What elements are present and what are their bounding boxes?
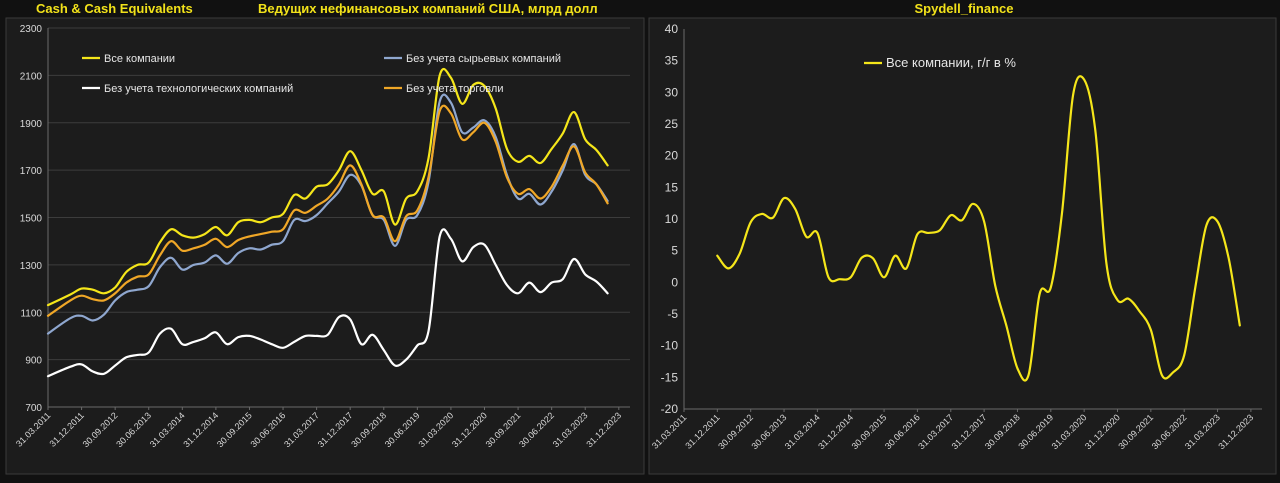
series-line-2 xyxy=(46,93,609,335)
y-tick-label: -15 xyxy=(661,370,679,384)
right-chart-title: Spydell_finance xyxy=(915,1,1014,16)
y-tick-label: 700 xyxy=(25,403,42,414)
series-line-1 xyxy=(46,67,609,307)
y-tick-label: 1500 xyxy=(20,214,43,225)
y-tick-label: -20 xyxy=(661,402,679,416)
left-chart-panel xyxy=(5,17,645,475)
series-line-3 xyxy=(46,228,609,378)
legend-label-2: Без учета сырьевых компаний xyxy=(406,53,561,65)
y-tick-label: 1900 xyxy=(20,119,43,130)
legend-label-3: Без учета технологических компаний xyxy=(104,83,293,95)
y-tick-label: -10 xyxy=(661,339,679,353)
legend-label-4: Без учета торговли xyxy=(406,83,503,95)
y-tick-label: 35 xyxy=(665,54,679,68)
series-line-1 xyxy=(716,75,1241,382)
left-chart-title: Cash & Cash Equivalents xyxy=(36,1,193,16)
y-tick-label: 900 xyxy=(25,356,42,367)
y-tick-label: 10 xyxy=(665,212,679,226)
y-tick-label: 1300 xyxy=(20,261,43,272)
legend-label-1: Все компании xyxy=(104,53,175,65)
y-tick-label: 20 xyxy=(665,149,679,163)
y-tick-label: 25 xyxy=(665,117,679,131)
y-tick-label: 40 xyxy=(665,22,679,36)
y-tick-label: 2100 xyxy=(20,71,43,82)
y-tick-label: 30 xyxy=(665,85,679,99)
y-tick-label: 1100 xyxy=(20,308,42,319)
left-chart-subtitle: Ведущих нефинансовых компаний США, млрд … xyxy=(258,1,598,16)
y-tick-label: 15 xyxy=(665,180,679,194)
y-tick-label: 5 xyxy=(671,244,678,258)
y-tick-label: 0 xyxy=(671,275,678,289)
y-tick-label: 2300 xyxy=(20,24,43,35)
right-chart-panel xyxy=(648,17,1277,475)
y-tick-label: 1700 xyxy=(20,166,43,177)
y-tick-label: -5 xyxy=(667,307,678,321)
series-line-4 xyxy=(46,104,609,317)
legend-label-1: Все компании, г/г в % xyxy=(886,55,1016,70)
